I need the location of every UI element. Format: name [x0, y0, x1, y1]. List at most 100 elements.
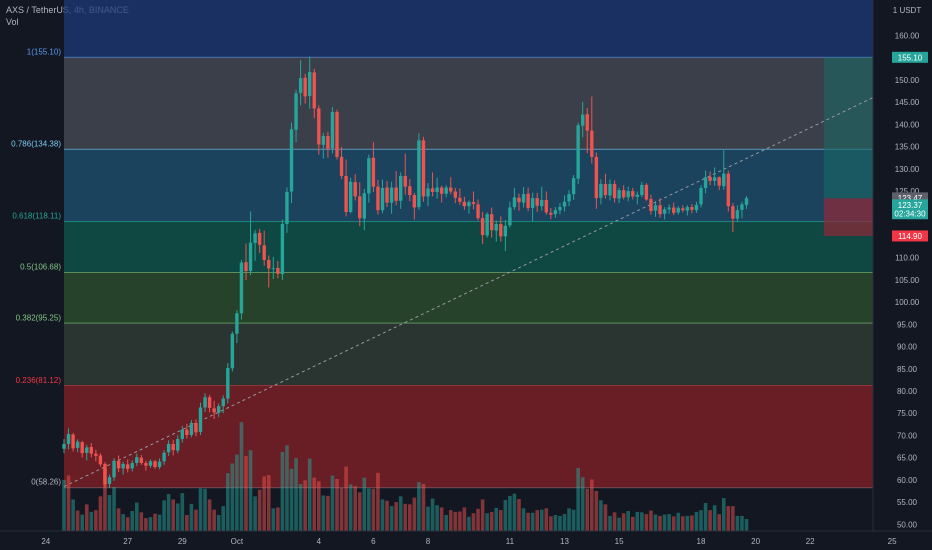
volume-bar: [376, 472, 380, 531]
volume-bar: [594, 491, 599, 531]
volume-bar: [712, 505, 717, 531]
candle-body: [339, 156, 344, 176]
fib-label: 0.786(134.38): [11, 139, 61, 148]
candle-body: [708, 176, 712, 181]
volume-bar: [216, 515, 221, 531]
candle-body: [499, 223, 503, 237]
volume-bar: [112, 487, 116, 531]
candle-body: [644, 184, 649, 200]
candle-body: [157, 461, 162, 468]
candle-body: [253, 233, 257, 244]
candle-body: [503, 225, 508, 237]
candle-body: [476, 204, 480, 219]
trendline: [63, 68, 932, 488]
candle-body: [712, 177, 717, 181]
volume-bar: [144, 518, 148, 531]
volume-bar: [526, 512, 530, 531]
candle-body: [198, 407, 203, 432]
price-label: 114.90: [898, 232, 922, 241]
fib-label: 1(155.10): [27, 47, 62, 56]
candle-body: [421, 140, 426, 197]
volume-bar: [489, 511, 494, 531]
price-label-bg: [892, 208, 928, 220]
volume-bar: [626, 511, 630, 531]
time-tick-label: 11: [506, 537, 515, 546]
volume-bar: [521, 508, 526, 531]
volume-bar: [685, 515, 690, 531]
candle-body: [740, 204, 744, 210]
price-tick-label: 150.00: [895, 76, 920, 85]
fib-bands: [64, 0, 932, 489]
candle-body: [112, 460, 116, 478]
volume-bar: [699, 510, 703, 531]
candle-body: [535, 198, 539, 206]
candle-body: [289, 129, 294, 192]
candle-body: [403, 175, 407, 187]
candle-body: [549, 212, 553, 215]
currency-label: 1 USDT: [893, 6, 922, 15]
candle-body: [612, 183, 617, 199]
volume-bar: [180, 493, 185, 531]
volume-bar: [385, 500, 389, 531]
candle-body: [662, 209, 667, 214]
time-tick-label: 29: [178, 537, 187, 546]
volume-bar: [94, 510, 98, 531]
volume-bar: [294, 458, 298, 531]
volume-bar: [558, 515, 562, 531]
price-tick-label: 110.00: [895, 254, 919, 263]
time-tick-label: 4: [317, 537, 322, 546]
volume-bar: [571, 509, 576, 531]
candle-body: [649, 199, 653, 212]
price-label-bg: [892, 192, 928, 204]
candle-body: [212, 408, 216, 413]
candle-body: [408, 186, 412, 196]
time-tick-label: 27: [123, 537, 132, 546]
volume-bar: [421, 483, 426, 531]
volume-bar: [362, 477, 367, 531]
volume-bar: [612, 512, 617, 531]
candle-body: [348, 181, 353, 212]
volume-bar: [549, 516, 553, 531]
volume-bar: [244, 455, 248, 531]
candle-body: [726, 173, 730, 207]
candle-body: [412, 195, 417, 208]
volume-bar: [653, 514, 658, 531]
candle-body: [135, 457, 139, 464]
candle-body: [148, 461, 153, 466]
candle-body: [485, 214, 489, 236]
candle-body: [640, 184, 644, 196]
candle-body: [257, 232, 262, 245]
time-tick-label: 20: [751, 537, 760, 546]
volume-bar: [326, 495, 330, 531]
candle-body: [221, 398, 225, 407]
volume-bar: [212, 509, 216, 531]
candle-body: [176, 439, 180, 451]
volume-bar: [499, 510, 503, 531]
candle-body: [103, 463, 107, 485]
candle-body: [562, 201, 567, 207]
volume-bar: [280, 451, 285, 531]
price-label: 02:34:30: [894, 210, 926, 219]
candle-body: [171, 443, 175, 451]
candle-body: [530, 198, 535, 208]
volume-bar: [226, 473, 230, 531]
candle-body: [303, 77, 307, 97]
candle-body: [667, 207, 671, 210]
candle-body: [71, 434, 75, 449]
fib-label: 0.236(81.12): [16, 376, 62, 385]
candle-body: [75, 441, 80, 448]
price-tick-label: 55.00: [897, 498, 918, 507]
candle-body: [590, 130, 594, 157]
volume-bar: [389, 506, 394, 531]
candle-body: [626, 191, 630, 198]
time-tick-label: 18: [697, 537, 706, 546]
volume-bar: [207, 499, 212, 531]
volume-bar: [266, 475, 271, 531]
volume-bar: [412, 497, 417, 531]
volume-bar: [148, 517, 153, 531]
candle-body: [385, 187, 389, 203]
volume-bar: [617, 517, 621, 531]
volume-bar: [175, 503, 180, 531]
price-label: 123.37: [898, 201, 923, 210]
